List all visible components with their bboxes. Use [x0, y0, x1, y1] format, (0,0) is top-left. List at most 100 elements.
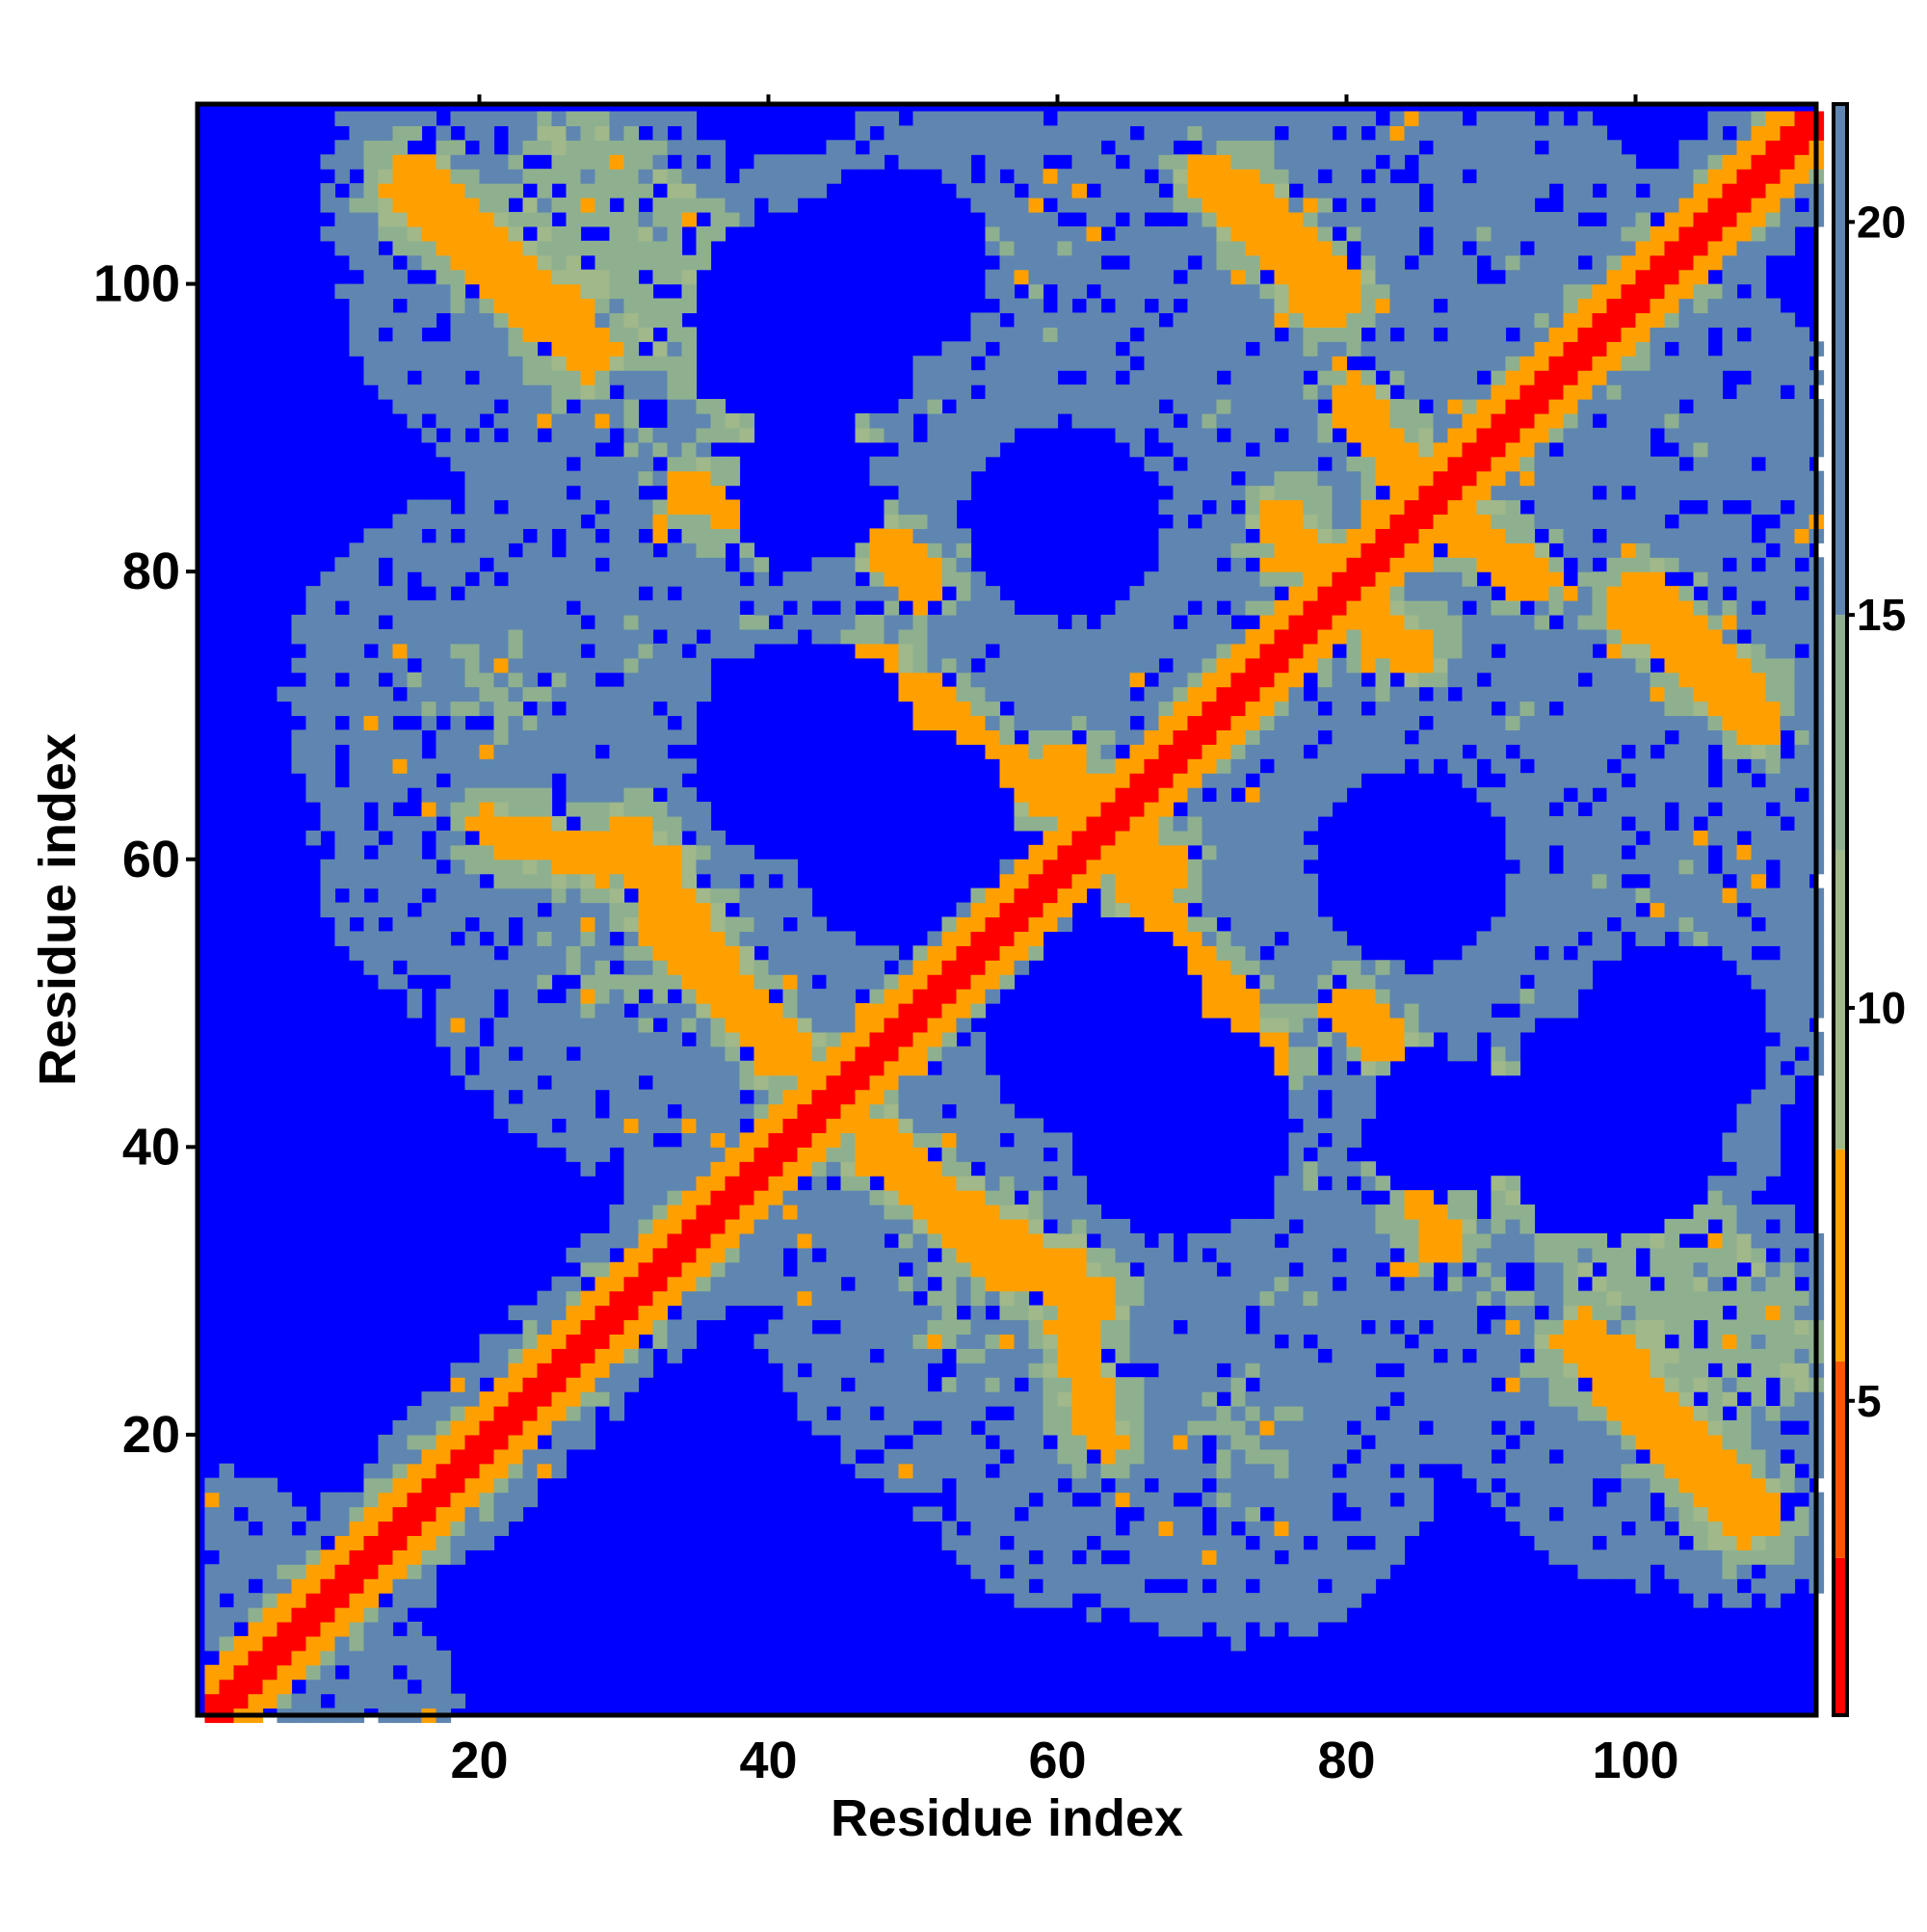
heatmap-cell [508, 887, 524, 904]
heatmap-cell [450, 628, 466, 645]
heatmap-cell [1014, 1363, 1030, 1378]
heatmap-cell [840, 1003, 857, 1019]
heatmap-cell [1317, 715, 1333, 730]
heatmap-cell [1259, 1017, 1276, 1033]
heatmap-cell [334, 1650, 351, 1666]
heatmap-cell [941, 154, 958, 170]
heatmap-cell [349, 643, 365, 659]
heatmap-cell [667, 701, 683, 717]
heatmap-cell [1317, 370, 1333, 385]
heatmap-cell [566, 729, 582, 745]
heatmap-cell [450, 815, 466, 832]
heatmap-cell [1043, 701, 1059, 717]
heatmap-cell [638, 211, 654, 227]
heatmap-cell [1288, 701, 1305, 717]
heatmap-cell [305, 744, 322, 759]
heatmap-cell [1187, 945, 1203, 961]
heatmap-cell [1129, 1334, 1146, 1349]
heatmap-cell [1043, 672, 1059, 688]
heatmap-cell [623, 916, 640, 932]
heatmap-cell [884, 571, 900, 587]
heatmap-cell [378, 1549, 394, 1565]
heatmap-cell [537, 830, 553, 846]
heatmap-cell [551, 456, 568, 472]
heatmap-cell [898, 643, 914, 659]
heatmap-cell [667, 960, 683, 975]
heatmap-cell [826, 1305, 842, 1321]
heatmap-cell [1173, 327, 1189, 342]
heatmap-cell [1014, 111, 1030, 126]
heatmap-cell [1144, 240, 1160, 256]
heatmap-cell [898, 154, 914, 170]
heatmap-cell [421, 873, 437, 889]
heatmap-cell [436, 657, 452, 674]
heatmap-cell [1086, 269, 1102, 285]
heatmap-cell [1259, 211, 1276, 227]
heatmap-cell [826, 614, 842, 630]
heatmap-cell [233, 1477, 250, 1494]
heatmap-cell [681, 399, 698, 414]
heatmap-cell [551, 1074, 568, 1091]
heatmap-cell [291, 1650, 307, 1666]
heatmap-cell [551, 470, 568, 487]
heatmap-cell [1187, 1305, 1203, 1321]
heatmap-cell [551, 1463, 568, 1479]
heatmap-cell [999, 657, 1016, 674]
heatmap-cell [1187, 586, 1203, 601]
heatmap-cell [392, 628, 409, 645]
heatmap-cell [884, 1031, 900, 1047]
heatmap-cell [1028, 1506, 1044, 1522]
heatmap-cell [436, 384, 452, 400]
heatmap-cell [1216, 1607, 1232, 1623]
heatmap-cell [1158, 1477, 1175, 1494]
heatmap-cell [1288, 1607, 1305, 1623]
heatmap-cell [522, 873, 539, 889]
heatmap-cell [522, 470, 539, 487]
heatmap-cell [1317, 1463, 1333, 1479]
heatmap-cell [985, 198, 1001, 213]
heatmap-cell [594, 830, 611, 846]
heatmap-cell [1115, 356, 1131, 371]
heatmap-cell [1187, 169, 1203, 184]
heatmap-cell [479, 370, 495, 385]
heatmap-cell [580, 815, 596, 832]
heatmap-cell [999, 600, 1016, 616]
heatmap-cell [667, 1060, 683, 1076]
heatmap-cell [1043, 254, 1059, 271]
heatmap-cell [1187, 614, 1203, 630]
heatmap-cell [1230, 902, 1247, 918]
heatmap-cell [1201, 686, 1218, 702]
heatmap-cell [1071, 1578, 1088, 1594]
heatmap-cell [623, 1276, 640, 1292]
heatmap-cell [363, 744, 380, 759]
heatmap-cell [594, 1147, 611, 1162]
heatmap-cell [999, 1492, 1016, 1508]
heatmap-cell [1332, 1232, 1348, 1249]
heatmap-cell [551, 1319, 568, 1335]
heatmap-cell [753, 571, 770, 587]
heatmap-cell [623, 672, 640, 688]
heatmap-cell [811, 1103, 828, 1120]
heatmap-cell [219, 1621, 235, 1637]
heatmap-cell [710, 1161, 726, 1177]
heatmap-cell [1115, 1564, 1131, 1579]
heatmap-cell [1144, 729, 1160, 745]
heatmap-cell [797, 945, 813, 961]
heatmap-cell [349, 1535, 365, 1550]
heatmap-cell [450, 1693, 466, 1709]
heatmap-cell [594, 960, 611, 975]
heatmap-cell [869, 586, 885, 601]
heatmap-cell [710, 211, 726, 227]
heatmap-cell [956, 125, 972, 141]
heatmap-cell [985, 657, 1001, 674]
heatmap-cell [1201, 1232, 1218, 1249]
heatmap-cell [1230, 140, 1247, 155]
heatmap-cell [1332, 571, 1348, 587]
heatmap-cell [681, 1290, 698, 1307]
heatmap-cell [1332, 1176, 1348, 1191]
heatmap-cell [508, 628, 524, 645]
heatmap-cell [638, 1305, 654, 1321]
heatmap-cell [1303, 1564, 1319, 1579]
heatmap-cell [753, 169, 770, 184]
heatmap-cell [941, 1017, 958, 1033]
